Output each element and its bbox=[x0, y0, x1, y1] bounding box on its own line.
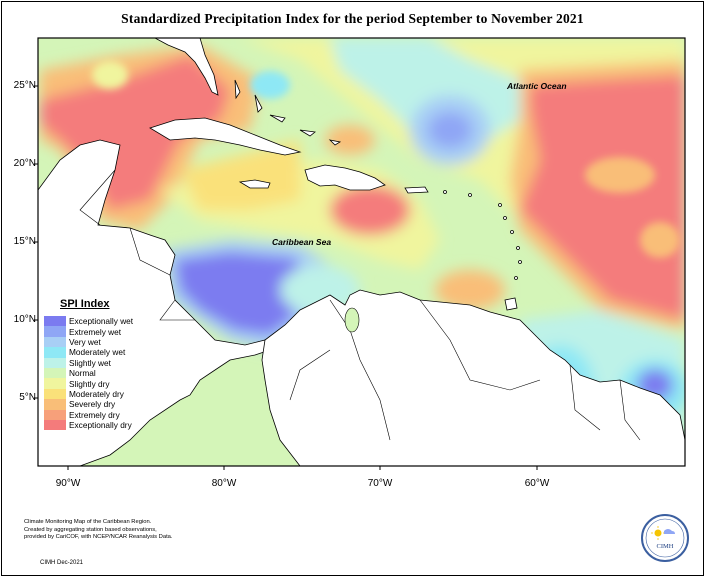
lat-label-20: 20°N bbox=[13, 158, 36, 169]
credit-line-2: Created by aggregating station based obs… bbox=[24, 526, 157, 533]
land-trinidad bbox=[504, 297, 518, 311]
land-antilles-5 bbox=[518, 260, 522, 264]
spi-legend: SPI Index Exceptionally wet Extremely wet… bbox=[44, 298, 164, 431]
land-cuba bbox=[149, 117, 302, 156]
logo-text: CIMH bbox=[657, 543, 674, 550]
map-title: Standardized Precipitation Index for the… bbox=[121, 11, 584, 26]
land-antilles-2 bbox=[503, 216, 507, 220]
legend-item: Slightly dry bbox=[44, 378, 164, 389]
legend-title: SPI Index bbox=[60, 298, 110, 310]
cimh-logo: CIMH bbox=[641, 514, 689, 562]
land-bahamas-4 bbox=[299, 129, 316, 137]
legend-item: Exceptionally dry bbox=[44, 419, 164, 431]
legend-item: Extremely wet bbox=[44, 326, 164, 337]
legend-swatch bbox=[44, 336, 66, 348]
legend-label: Moderately wet bbox=[69, 347, 126, 358]
legend-label: Very wet bbox=[69, 336, 101, 347]
land-bahamas-2 bbox=[254, 94, 263, 113]
legend-swatch bbox=[44, 347, 66, 358]
lon-label-90: 90°W bbox=[55, 478, 81, 489]
land-antilles-3 bbox=[510, 230, 514, 234]
caribbean-sea-label: Caribbean Sea bbox=[272, 237, 332, 247]
lat-label-10: 10°N bbox=[13, 314, 36, 325]
land-antilles-1 bbox=[498, 203, 502, 207]
lat-label-15: 15°N bbox=[13, 236, 36, 247]
land-south-america bbox=[261, 289, 685, 466]
legend-label: Slightly wet bbox=[69, 357, 111, 368]
legend-item: Moderately dry bbox=[44, 388, 164, 400]
legend-item: Normal bbox=[44, 367, 164, 379]
legend-label: Exceptionally dry bbox=[69, 420, 132, 431]
lake-maracaibo bbox=[344, 307, 360, 333]
legend-item: Slightly wet bbox=[44, 357, 164, 368]
legend-swatch bbox=[44, 409, 66, 420]
land-antilles-6 bbox=[514, 276, 518, 280]
legend-swatch bbox=[44, 367, 66, 379]
legend-swatch bbox=[44, 326, 66, 337]
land-hispaniola bbox=[304, 164, 386, 191]
axis-ticks bbox=[34, 85, 538, 470]
legend-items: Exceptionally wet Extremely wet Very wet Mo… bbox=[44, 316, 164, 431]
land-antilles-4 bbox=[516, 246, 520, 250]
legend-item: Exceptionally wet bbox=[44, 316, 164, 327]
land-antilles-8 bbox=[468, 193, 472, 197]
legend-label: Exceptionally wet bbox=[69, 316, 134, 327]
legend-item: Severely dry bbox=[44, 399, 164, 410]
land-antilles-7 bbox=[443, 190, 447, 194]
legend-label: Severely dry bbox=[69, 399, 116, 410]
legend-swatch bbox=[44, 388, 66, 400]
spi-field-detail bbox=[92, 61, 680, 258]
legend-item: Moderately wet bbox=[44, 347, 164, 358]
legend-label: Extremely dry bbox=[69, 409, 120, 420]
legend-swatch bbox=[44, 378, 66, 389]
legend-label: Extremely wet bbox=[69, 326, 122, 337]
atlantic-ocean-label: Atlantic Ocean bbox=[507, 81, 567, 91]
country-borders bbox=[79, 169, 641, 441]
credit-line-3: provided by CariCOF, with NCEP/NCAR Rean… bbox=[24, 534, 173, 541]
land-masses bbox=[38, 38, 685, 466]
land-bahamas-1 bbox=[234, 79, 241, 100]
legend-swatch bbox=[44, 316, 66, 327]
legend-swatch bbox=[44, 419, 66, 431]
map-border bbox=[37, 37, 686, 467]
legend-label: Moderately dry bbox=[69, 388, 124, 399]
land-jamaica bbox=[238, 179, 271, 189]
land-bahamas-3 bbox=[269, 114, 286, 123]
legend-swatch bbox=[44, 399, 66, 410]
legend-swatch bbox=[44, 357, 66, 368]
lon-label-80: 80°W bbox=[211, 478, 237, 489]
land-bahamas-5 bbox=[328, 139, 342, 146]
lon-label-60: 60°W bbox=[524, 478, 550, 489]
lat-label-5: 5°N bbox=[19, 392, 36, 403]
land-puerto-rico bbox=[404, 186, 429, 194]
credit-line-1: Climate Monitoring Map of the Caribbean … bbox=[24, 519, 152, 525]
credits: Climate Monitoring Map of the Caribbean … bbox=[24, 519, 224, 542]
legend-item: Extremely dry bbox=[44, 409, 164, 420]
lon-label-70: 70°W bbox=[367, 478, 393, 489]
legend-label: Normal bbox=[69, 368, 96, 379]
legend-label: Slightly dry bbox=[69, 378, 110, 389]
lat-label-25: 25°N bbox=[13, 80, 36, 91]
legend-item: Very wet bbox=[44, 336, 164, 348]
land-florida bbox=[154, 38, 219, 96]
credit-date: CIMH Dec-2021 bbox=[40, 560, 84, 566]
